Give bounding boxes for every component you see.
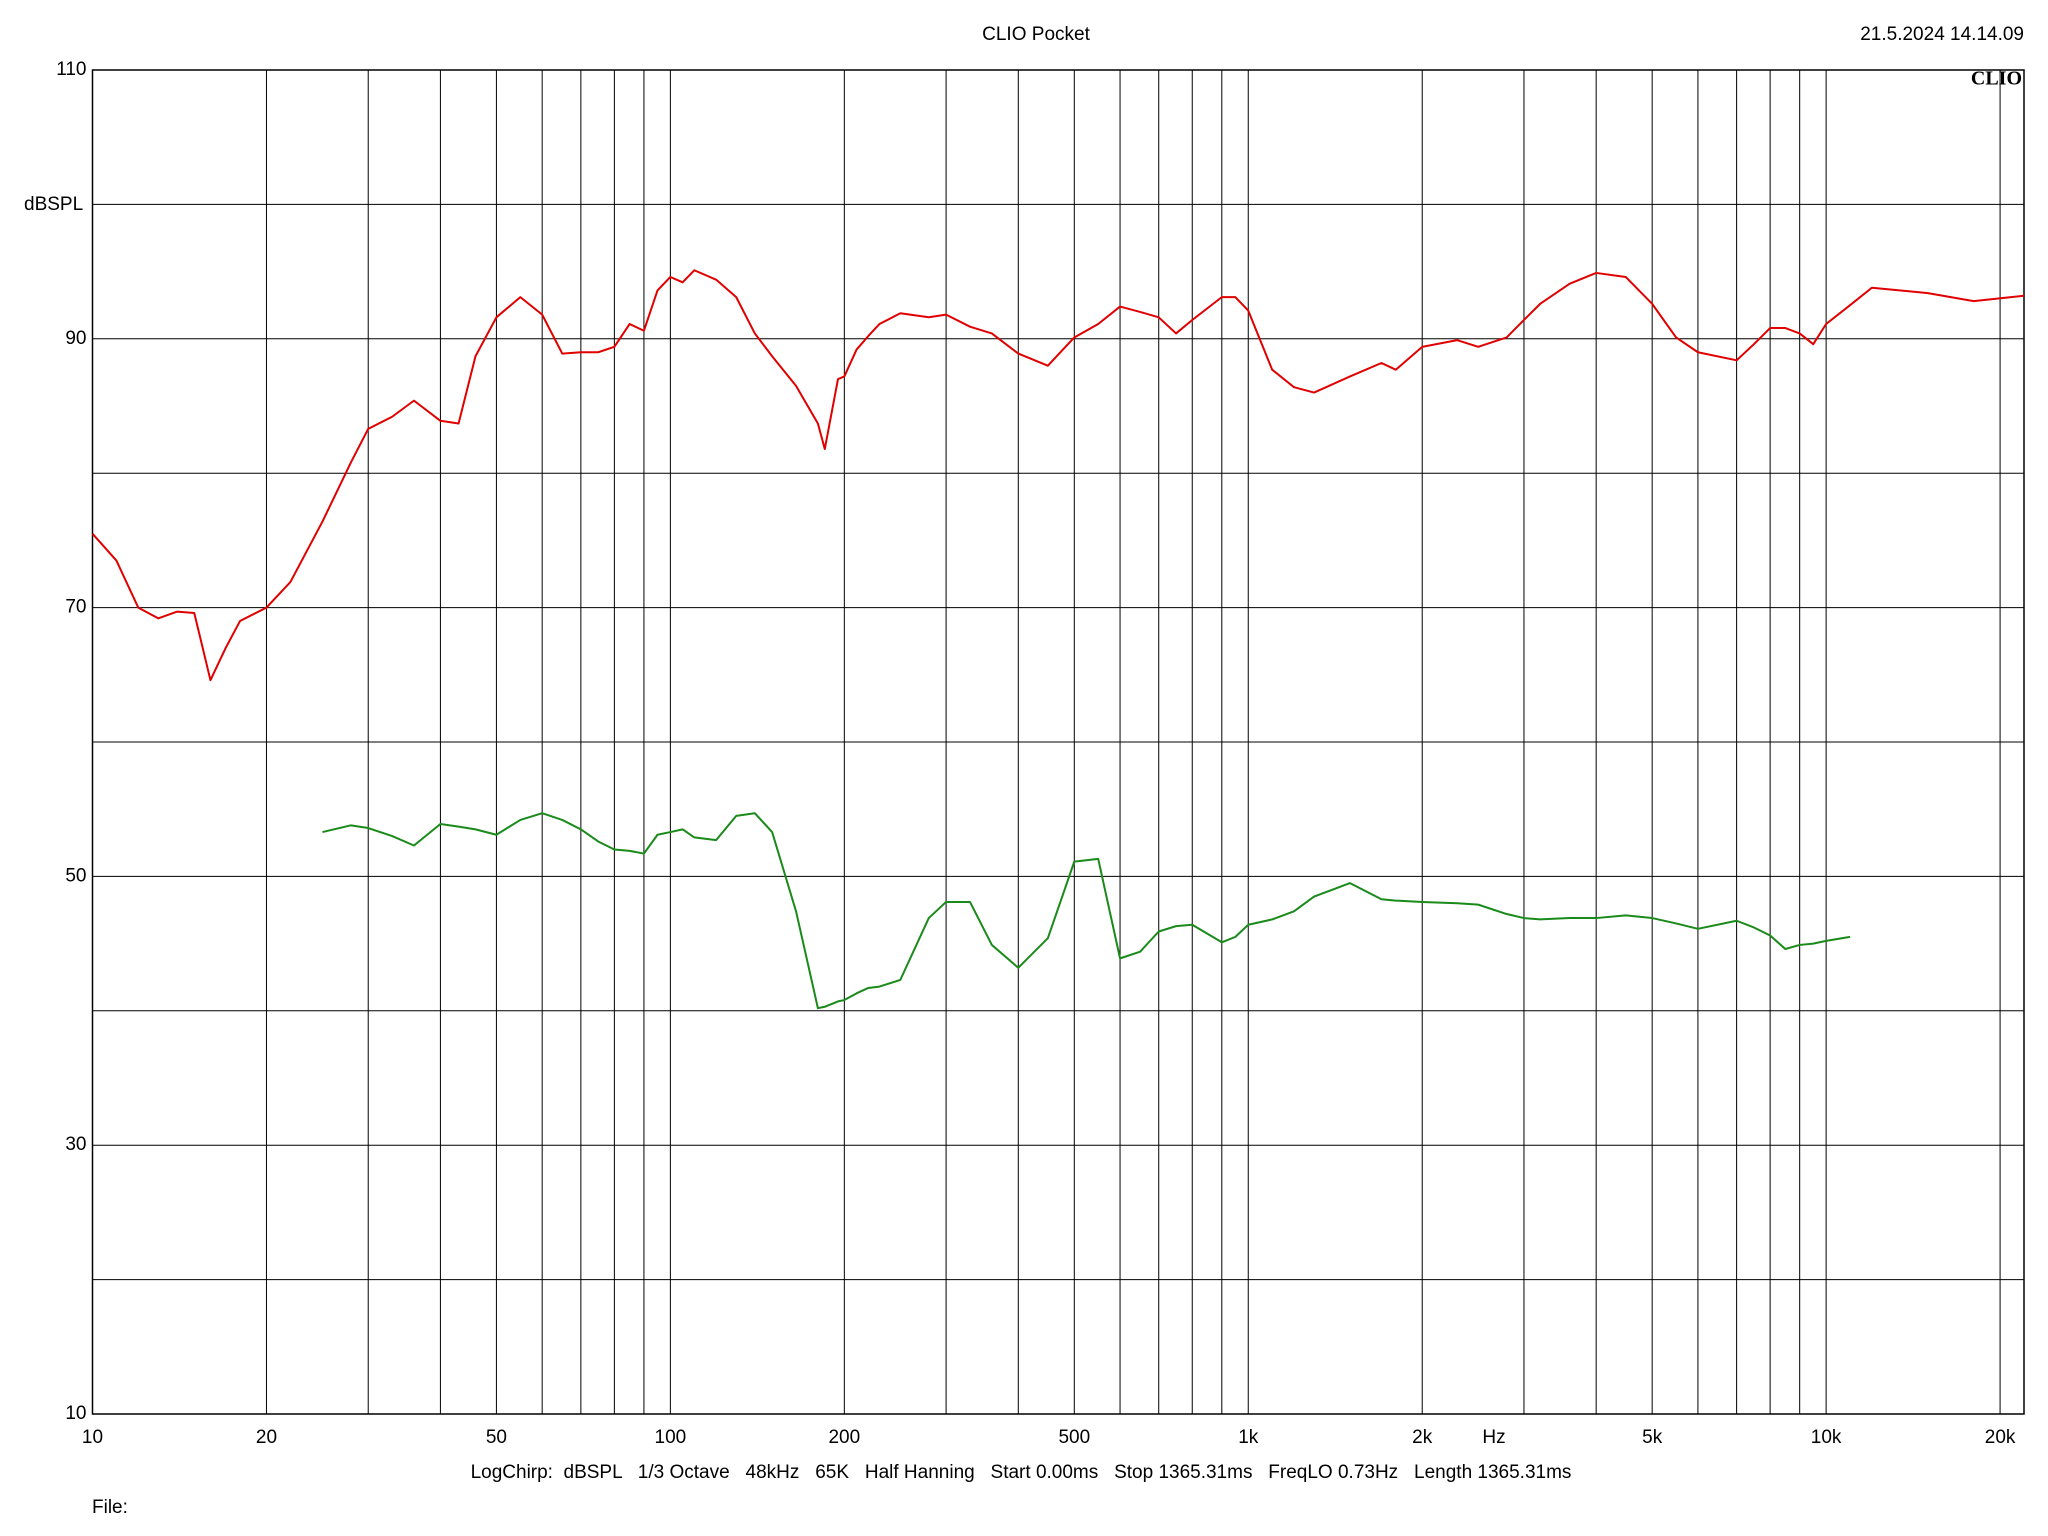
file-label: File: xyxy=(92,1497,128,1518)
x-tick-label: 5k xyxy=(1642,1427,1663,1448)
y-tick-label: 30 xyxy=(65,1134,86,1155)
x-axis-label: Hz xyxy=(1482,1427,1505,1448)
data-line xyxy=(91,269,2025,682)
y-tick-label: 50 xyxy=(65,865,86,886)
x-tick-label: 1k xyxy=(1238,1427,1259,1448)
x-tick-label: 20 xyxy=(256,1427,277,1448)
x-tick-label: 10k xyxy=(1811,1427,1842,1448)
logo: CLIO xyxy=(1971,68,2022,90)
plot-frame xyxy=(91,69,2025,1415)
y-tick-label: 10 xyxy=(65,1403,86,1424)
timestamp: 21.5.2024 14.14.09 xyxy=(1860,24,2024,45)
x-tick-label: 50 xyxy=(486,1427,507,1448)
x-tick-label: 10 xyxy=(82,1427,103,1448)
y-tick-label: 90 xyxy=(65,328,86,349)
y-axis-label: dBSPL xyxy=(24,194,83,215)
y-tick-label: 70 xyxy=(65,597,86,618)
x-tick-label: 20k xyxy=(1985,1427,2016,1448)
chart-title: CLIO Pocket xyxy=(982,24,1090,45)
data-line xyxy=(322,812,1851,1010)
x-tick-label: 2k xyxy=(1412,1427,1433,1448)
footer: LogChirp: dBSPL 1/3 Octave 48kHz 65K Hal… xyxy=(471,1462,1572,1483)
x-tick-label: 100 xyxy=(655,1427,687,1448)
x-tick-label: 200 xyxy=(828,1427,860,1448)
y-tick-label: 110 xyxy=(56,59,86,80)
x-tick-label: 500 xyxy=(1058,1427,1090,1448)
